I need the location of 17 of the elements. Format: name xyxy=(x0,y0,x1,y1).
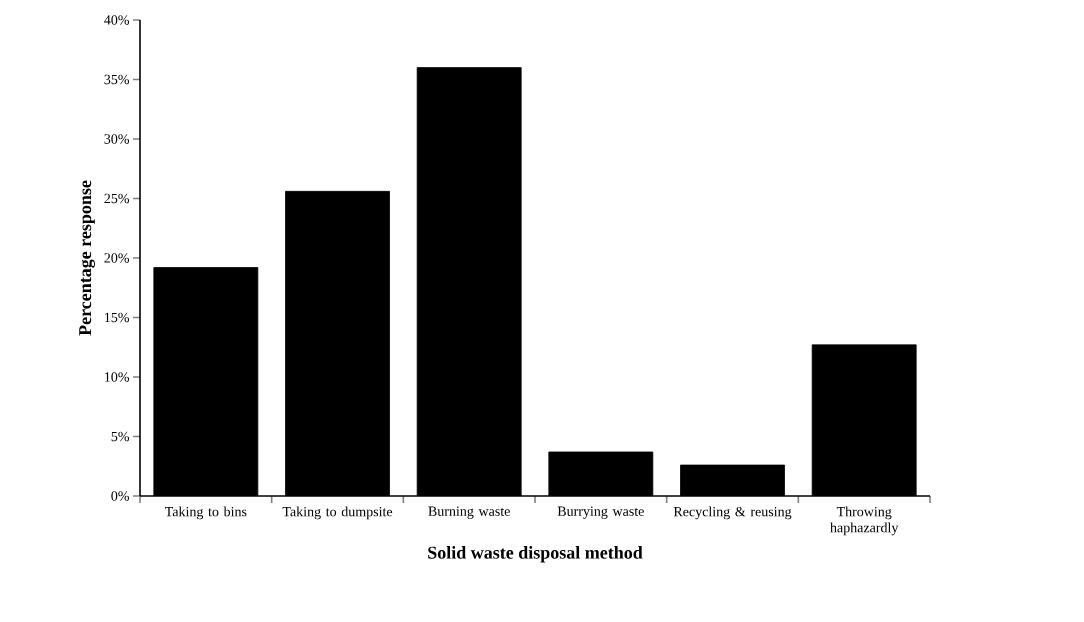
x-tick-label: Burrying waste xyxy=(557,506,644,519)
y-tick-label: 15% xyxy=(105,312,130,323)
x-tick-label: Taking to bins xyxy=(164,506,247,520)
y-tick-label: 25% xyxy=(104,193,130,204)
y-axis-title: Percentage response xyxy=(79,180,95,336)
y-tick-label: 40% xyxy=(104,15,130,25)
y-tick-label: 5% xyxy=(111,431,130,442)
x-tick-label: Taking to dumpsite xyxy=(282,506,393,520)
x-tick-label: Recycling & reusing xyxy=(673,506,792,520)
y-tick-label: 10% xyxy=(105,372,130,382)
y-tick-label: 30% xyxy=(104,134,130,144)
x-tick-label: Throwing haphazardly xyxy=(830,506,899,536)
y-tick-label: 35% xyxy=(104,74,130,85)
y-tick-label: 0% xyxy=(111,491,130,501)
y-tick-label: 20% xyxy=(104,253,130,263)
x-axis-title: Solid waste disposal method xyxy=(428,546,643,563)
x-tick-label: Burning waste xyxy=(428,506,510,519)
